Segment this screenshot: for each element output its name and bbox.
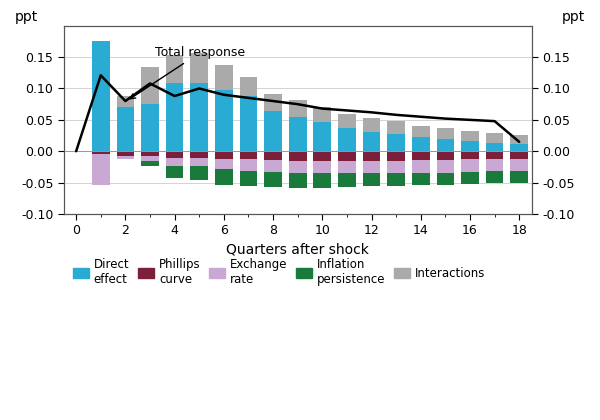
Bar	[313, 122, 331, 151]
Bar	[190, 151, 208, 158]
Bar	[166, 55, 184, 83]
Bar	[511, 160, 528, 171]
X-axis label: Quarters after shock: Quarters after shock	[226, 243, 369, 257]
Bar	[264, 172, 282, 187]
Bar	[461, 141, 479, 151]
Bar	[362, 173, 380, 186]
Bar	[92, 151, 110, 155]
Bar	[387, 161, 405, 173]
Bar	[215, 90, 233, 151]
Bar	[387, 121, 405, 134]
Bar	[461, 172, 479, 184]
Bar	[239, 171, 257, 186]
Y-axis label: ppt: ppt	[562, 10, 585, 24]
Bar	[264, 151, 282, 160]
Bar	[387, 173, 405, 186]
Bar	[437, 173, 454, 185]
Bar	[264, 160, 282, 172]
Bar	[166, 165, 184, 178]
Bar	[239, 151, 257, 160]
Bar	[313, 151, 331, 161]
Bar	[215, 159, 233, 169]
Bar	[486, 133, 503, 143]
Bar	[289, 173, 307, 188]
Bar	[239, 160, 257, 171]
Bar	[437, 160, 454, 173]
Bar	[239, 77, 257, 96]
Bar	[486, 151, 503, 160]
Bar	[412, 151, 430, 160]
Bar	[116, 108, 134, 151]
Bar	[289, 100, 307, 117]
Y-axis label: ppt: ppt	[15, 10, 38, 24]
Bar	[92, 155, 110, 184]
Bar	[166, 151, 184, 158]
Bar	[313, 161, 331, 173]
Bar	[264, 111, 282, 151]
Bar	[116, 156, 134, 160]
Bar	[511, 144, 528, 151]
Bar	[461, 151, 479, 160]
Bar	[511, 151, 528, 160]
Bar	[511, 135, 528, 144]
Bar	[387, 134, 405, 151]
Bar	[412, 173, 430, 185]
Bar	[338, 128, 356, 151]
Bar	[264, 94, 282, 111]
Bar	[92, 42, 110, 151]
Text: Total response: Total response	[130, 46, 245, 99]
Bar	[486, 160, 503, 171]
Bar	[215, 169, 233, 184]
Bar	[461, 131, 479, 141]
Bar	[141, 161, 159, 166]
Bar	[190, 158, 208, 166]
Bar	[511, 171, 528, 183]
Bar	[437, 128, 454, 139]
Bar	[116, 96, 134, 108]
Bar	[215, 65, 233, 90]
Bar	[141, 66, 159, 104]
Bar	[461, 160, 479, 172]
Bar	[338, 113, 356, 128]
Bar	[362, 132, 380, 151]
Bar	[313, 107, 331, 122]
Bar	[289, 117, 307, 151]
Bar	[190, 83, 208, 151]
Bar	[412, 137, 430, 151]
Bar	[486, 143, 503, 151]
Bar	[412, 126, 430, 137]
Bar	[437, 151, 454, 160]
Bar	[190, 53, 208, 83]
Bar	[141, 151, 159, 156]
Bar	[486, 171, 503, 183]
Bar	[166, 158, 184, 165]
Bar	[362, 118, 380, 132]
Bar	[412, 160, 430, 173]
Bar	[313, 173, 331, 188]
Bar	[141, 156, 159, 161]
Bar	[116, 151, 134, 156]
Bar	[289, 151, 307, 161]
Bar	[166, 83, 184, 151]
Bar	[362, 161, 380, 173]
Bar	[338, 173, 356, 187]
Bar	[141, 104, 159, 151]
Bar	[215, 151, 233, 159]
Bar	[362, 151, 380, 161]
Bar	[338, 161, 356, 173]
Bar	[437, 139, 454, 151]
Bar	[387, 151, 405, 161]
Bar	[289, 161, 307, 173]
Legend: Direct
effect, Phillips
curve, Exchange
rate, Inflation
persistence, Interaction: Direct effect, Phillips curve, Exchange …	[68, 254, 490, 291]
Bar	[190, 166, 208, 180]
Bar	[338, 151, 356, 161]
Bar	[239, 96, 257, 151]
